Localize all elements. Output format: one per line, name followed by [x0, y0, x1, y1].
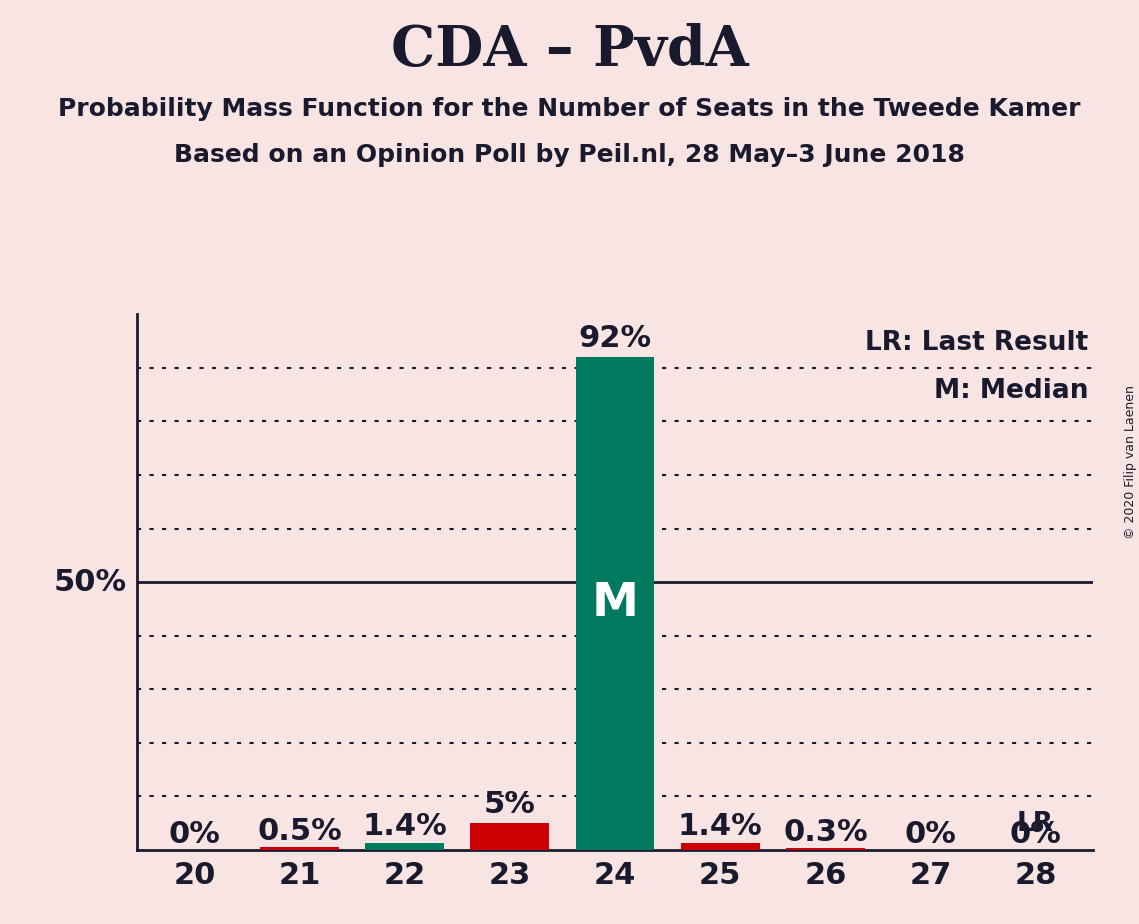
Bar	[681, 843, 760, 850]
Text: 0.5%: 0.5%	[257, 818, 342, 846]
Bar	[786, 848, 865, 850]
Text: CDA – PvdA: CDA – PvdA	[391, 23, 748, 79]
Text: 0%: 0%	[904, 820, 957, 849]
Text: 0%: 0%	[1009, 820, 1062, 849]
Text: 0%: 0%	[169, 820, 221, 849]
Text: Probability Mass Function for the Number of Seats in the Tweede Kamer: Probability Mass Function for the Number…	[58, 97, 1081, 121]
Text: 1.4%: 1.4%	[678, 812, 763, 841]
Text: LR: LR	[1017, 810, 1054, 837]
Bar	[366, 843, 444, 850]
Text: 50%: 50%	[54, 567, 128, 597]
Text: LR: Last Result: LR: Last Result	[866, 330, 1089, 357]
Bar	[575, 357, 655, 850]
Text: M: Median: M: Median	[934, 379, 1089, 405]
Text: 92%: 92%	[579, 323, 652, 353]
Text: M: M	[591, 581, 639, 626]
Text: Based on an Opinion Poll by Peil.nl, 28 May–3 June 2018: Based on an Opinion Poll by Peil.nl, 28 …	[174, 143, 965, 167]
Text: © 2020 Filip van Laenen: © 2020 Filip van Laenen	[1124, 385, 1137, 539]
Bar	[260, 847, 339, 850]
Bar	[470, 823, 549, 850]
Text: 0.3%: 0.3%	[782, 819, 868, 847]
Text: 5%: 5%	[484, 790, 535, 819]
Text: 1.4%: 1.4%	[362, 812, 448, 841]
